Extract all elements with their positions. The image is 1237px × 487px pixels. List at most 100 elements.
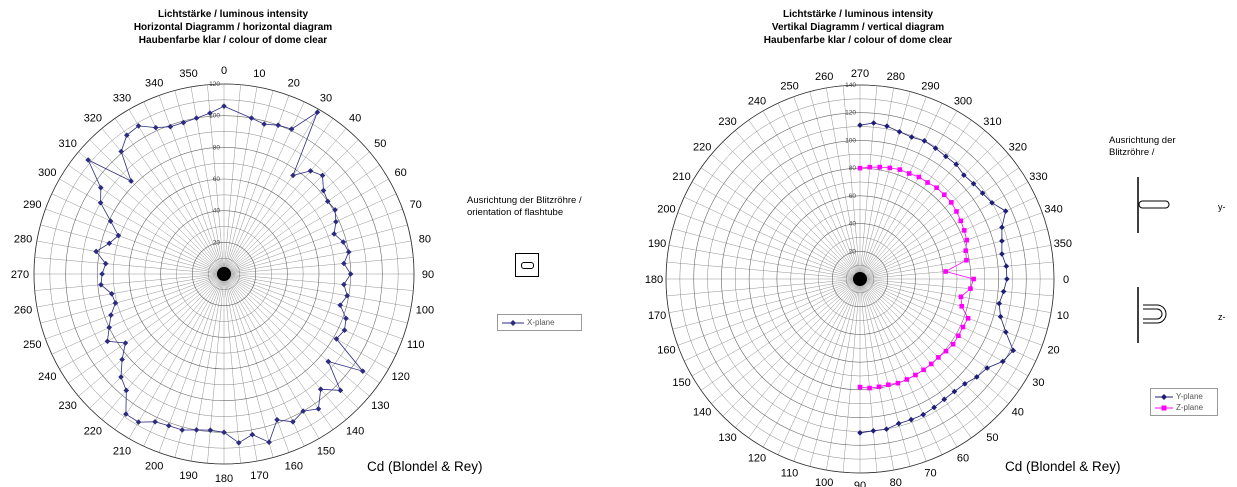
grid-spoke xyxy=(223,224,408,275)
grid-spoke xyxy=(668,278,861,313)
grid-spoke xyxy=(793,278,861,462)
data-point-x xyxy=(221,103,227,109)
grid-spoke xyxy=(859,278,1029,377)
data-point-y xyxy=(1003,329,1009,335)
angle-tick-label: 280 xyxy=(887,71,905,83)
angle-tick-label: 180 xyxy=(215,473,233,485)
grid-spoke xyxy=(174,273,225,458)
data-point-x xyxy=(167,123,174,130)
data-point-y xyxy=(962,381,968,387)
grid-spoke xyxy=(223,90,274,275)
flashtube-orientation-icon xyxy=(515,253,539,277)
data-point-x xyxy=(359,368,366,374)
right-title-line-1: Lichtstärke / luminous intensity xyxy=(782,9,934,20)
data-point-x xyxy=(115,232,122,239)
angle-tick-label: 300 xyxy=(38,167,56,179)
data-point-x xyxy=(106,240,113,247)
grid-spoke xyxy=(672,228,861,280)
data-point-x xyxy=(319,172,326,179)
grid-spoke xyxy=(722,278,861,417)
angle-tick-label: 0 xyxy=(1063,274,1069,286)
angle-tick-label: 250 xyxy=(23,339,41,351)
data-point-z xyxy=(921,367,926,373)
grid-spoke xyxy=(40,224,225,275)
angle-tick-label: 170 xyxy=(250,470,268,482)
z-plane-tube-icon xyxy=(1137,287,1167,343)
grid-spoke xyxy=(859,85,878,280)
grid-spoke xyxy=(691,181,861,280)
grid-spoke xyxy=(735,130,861,280)
grid-spoke xyxy=(207,84,225,275)
data-point-y xyxy=(1000,358,1006,365)
data-point-x xyxy=(106,324,113,331)
data-point-x xyxy=(193,427,200,433)
data-point-x xyxy=(93,248,99,255)
grid-spoke xyxy=(666,261,861,280)
angle-tick-label: 40 xyxy=(349,113,361,125)
right-orientation-note: Ausrichtung der Blitzröhre / xyxy=(1109,135,1176,159)
grid-spoke xyxy=(793,96,861,280)
angle-tick-label: 350 xyxy=(179,68,197,80)
left-title-line-1: Lichtstärke / luminous intensity xyxy=(157,9,309,20)
data-point-z xyxy=(934,185,939,191)
radial-tick-label: 100 xyxy=(209,113,220,120)
grid-spoke xyxy=(859,110,958,280)
angle-tick-label: 80 xyxy=(419,234,431,246)
grid-spoke xyxy=(859,278,894,471)
radial-tick-label: 40 xyxy=(213,208,221,215)
angle-tick-label: 260 xyxy=(815,71,833,83)
data-point-x xyxy=(341,327,348,334)
angle-tick-label: 160 xyxy=(657,344,675,356)
data-point-x xyxy=(118,374,124,380)
data-point-z xyxy=(941,192,947,198)
data-point-z xyxy=(857,384,863,390)
grid-spoke xyxy=(859,91,911,280)
grid-spoke xyxy=(777,103,861,280)
right-chart-title: Lichtstärke / luminous intensity Vertika… xyxy=(688,8,1028,47)
grid-spoke xyxy=(859,278,1020,391)
right-title-line-3: Haubenfarbe klar / colour of dome clear xyxy=(763,35,953,46)
angle-tick-label: 260 xyxy=(14,304,32,316)
grid-spoke xyxy=(223,273,380,384)
data-point-x xyxy=(300,408,306,414)
grid-spoke xyxy=(809,278,861,467)
center-hub xyxy=(217,267,231,281)
grid-spoke xyxy=(223,139,359,275)
data-point-z xyxy=(936,355,941,360)
angle-tick-label: 10 xyxy=(1057,310,1069,322)
grid-spoke xyxy=(223,84,241,275)
grid-spoke xyxy=(223,273,290,453)
grid-spoke xyxy=(223,273,408,324)
grid-spoke xyxy=(223,273,359,409)
angle-tick-label: 160 xyxy=(285,461,303,473)
data-point-x xyxy=(337,302,344,308)
legend-entry-y-plane: Y-plane xyxy=(1155,391,1213,402)
data-point-y xyxy=(932,145,939,151)
data-point-x xyxy=(221,429,227,436)
data-point-x xyxy=(266,439,272,446)
angle-tick-label: 90 xyxy=(422,269,434,281)
data-point-x xyxy=(135,419,142,425)
grid-spoke xyxy=(859,119,972,280)
data-point-x xyxy=(307,168,314,174)
data-point-z xyxy=(876,384,882,390)
angle-tick-label: 0 xyxy=(221,65,227,77)
data-point-z xyxy=(916,174,922,180)
grid-spoke xyxy=(668,245,861,280)
left-cd-label: Cd (Blondel & Rey) xyxy=(367,459,483,474)
data-point-y xyxy=(857,122,863,128)
angle-tick-label: 80 xyxy=(890,477,902,487)
data-point-x xyxy=(320,187,327,194)
angle-tick-label: 190 xyxy=(179,470,197,482)
data-point-z xyxy=(857,165,863,171)
data-point-y xyxy=(1010,347,1017,354)
angle-tick-label: 310 xyxy=(983,116,1001,128)
right-legend: Y-plane Z-plane xyxy=(1150,388,1218,416)
data-point-x xyxy=(314,109,321,115)
data-point-x xyxy=(317,386,324,393)
data-point-x xyxy=(85,157,91,163)
angle-tick-label: 90 xyxy=(854,480,866,487)
grid-spoke xyxy=(859,167,1020,280)
grid-spoke xyxy=(223,109,320,275)
